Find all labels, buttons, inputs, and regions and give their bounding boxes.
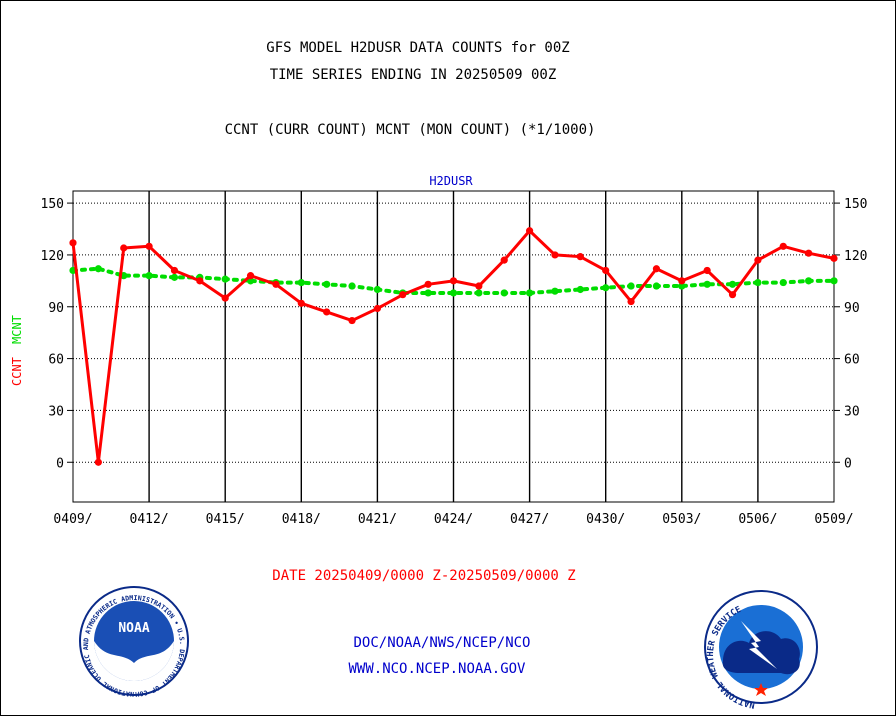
- y-tick-label-left: 120: [41, 249, 64, 264]
- data-point-mcnt: [449, 289, 458, 297]
- data-point-mcnt: [627, 282, 635, 290]
- x-tick-label: 0506/: [738, 512, 777, 527]
- data-point-ccnt: [602, 266, 610, 275]
- y-tick-label-left: 0: [56, 456, 64, 471]
- y-tick-label-right: 90: [844, 301, 860, 316]
- data-point-mcnt: [297, 278, 305, 287]
- data-point-mcnt: [551, 287, 559, 295]
- noaa-logo-text: NOAA: [118, 621, 149, 636]
- series: [69, 227, 838, 466]
- data-point-ccnt: [475, 282, 483, 290]
- data-point-ccnt: [551, 251, 559, 259]
- org-path-text: DOC/NOAA/NWS/NCEP/NCO: [353, 635, 530, 651]
- data-point-ccnt: [779, 242, 787, 250]
- x-tick-label: 0412/: [130, 512, 169, 527]
- data-point-ccnt: [94, 458, 102, 466]
- data-point-ccnt: [348, 316, 356, 325]
- chart-title-line1: GFS MODEL H2DUSR DATA COUNTS for 00Z: [266, 40, 569, 56]
- y-axis-label-ccnt: CCNT: [10, 357, 24, 386]
- x-tick-label: 0415/: [206, 512, 245, 527]
- date-range: DATE 20250409/0000 Z-20250509/0000 Z: [272, 568, 575, 584]
- data-point-ccnt: [754, 256, 762, 264]
- data-point-ccnt: [526, 227, 534, 235]
- data-point-ccnt: [830, 254, 838, 262]
- data-point-mcnt: [805, 277, 813, 285]
- data-point-ccnt: [120, 244, 128, 252]
- data-point-ccnt: [297, 299, 305, 307]
- y-tick-label-right: 120: [844, 249, 867, 264]
- website-link[interactable]: WWW.NCO.NCEP.NOAA.GOV: [348, 661, 526, 677]
- data-point-ccnt: [221, 294, 229, 302]
- data-point-mcnt: [678, 282, 686, 290]
- data-point-mcnt: [500, 289, 508, 297]
- noaa-logo: NOAA NATIONAL OCEANIC AND ATMOSPHERIC AD…: [0, 0, 189, 698]
- y-tick-label-right: 150: [844, 197, 867, 212]
- data-point-ccnt: [323, 308, 331, 316]
- legend-description: CCNT (CURR COUNT) MCNT (MON COUNT) (*1/1…: [225, 122, 596, 138]
- data-point-mcnt: [703, 280, 711, 288]
- y-tick-label-right: 0: [844, 456, 852, 471]
- y-tick-label-left: 30: [48, 404, 64, 419]
- x-tick-label: 0424/: [434, 512, 473, 527]
- data-point-ccnt: [805, 249, 813, 257]
- data-point-ccnt: [170, 266, 179, 275]
- data-point-mcnt: [754, 278, 762, 287]
- data-point-ccnt: [196, 277, 204, 285]
- y-tick-label-left: 150: [41, 197, 64, 212]
- panel-title: H2DUSR: [429, 174, 473, 188]
- y-tick-label-right: 60: [844, 353, 860, 368]
- data-point-mcnt: [170, 273, 179, 281]
- grid: [73, 191, 834, 502]
- data-point-ccnt: [652, 265, 661, 273]
- data-point-mcnt: [94, 265, 102, 273]
- data-point-mcnt: [348, 282, 356, 290]
- data-point-ccnt: [703, 266, 711, 275]
- data-point-mcnt: [830, 277, 838, 285]
- data-point-ccnt: [424, 280, 432, 288]
- plot-area-border: [72, 190, 835, 503]
- x-tick-label: 0418/: [282, 512, 321, 527]
- data-point-mcnt: [323, 280, 331, 288]
- data-point-mcnt: [145, 272, 153, 280]
- x-tick-label: 0409/: [53, 512, 92, 527]
- x-tick-label: 0509/: [814, 512, 853, 527]
- data-point-mcnt: [779, 278, 787, 287]
- data-point-ccnt: [576, 253, 584, 261]
- data-point-mcnt: [602, 284, 610, 292]
- nws-logo: NATIONAL WEATHER SERVICE: [704, 590, 818, 710]
- y-tick-label-left: 60: [48, 353, 64, 368]
- data-point-mcnt: [652, 282, 661, 290]
- data-point-ccnt: [373, 304, 381, 313]
- data-point-ccnt: [678, 277, 686, 285]
- axes: 150 150 120 120 90 90 60 60 30 30 0 0 0409/0412/0415…: [41, 197, 868, 527]
- data-point-ccnt: [69, 239, 77, 247]
- data-point-ccnt: [246, 272, 255, 280]
- data-point-ccnt: [272, 280, 280, 288]
- data-point-ccnt: [399, 291, 407, 299]
- x-tick-label: 0421/: [358, 512, 397, 527]
- data-point-ccnt: [449, 277, 458, 285]
- data-point-mcnt: [373, 285, 381, 294]
- y-tick-label-right: 30: [844, 404, 860, 419]
- data-point-ccnt: [145, 242, 153, 250]
- x-tick-label: 0427/: [510, 512, 549, 527]
- data-point-ccnt: [728, 291, 737, 299]
- y-tick-label-left: 90: [48, 301, 64, 316]
- data-point-mcnt: [475, 289, 483, 297]
- data-point-mcnt: [526, 289, 534, 297]
- data-point-ccnt: [627, 297, 635, 306]
- data-point-mcnt: [221, 275, 229, 283]
- x-tick-label: 0503/: [662, 512, 701, 527]
- data-point-mcnt: [424, 289, 432, 297]
- data-point-mcnt: [576, 285, 584, 294]
- data-point-mcnt: [728, 280, 737, 288]
- x-tick-label: 0430/: [586, 512, 625, 527]
- chart-title-line2: TIME SERIES ENDING IN 20250509 00Z: [270, 67, 557, 83]
- y-axis-label-mcnt: MCNT: [10, 315, 24, 344]
- data-point-ccnt: [500, 256, 508, 264]
